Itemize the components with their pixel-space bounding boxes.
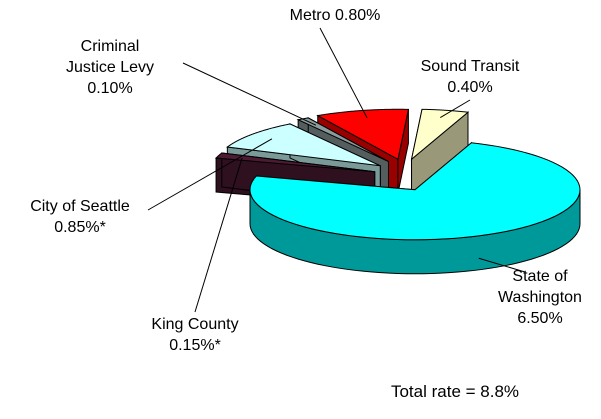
category-name: Criminal Justice Levy (65, 38, 155, 76)
slice-label: Sound Transit 0.40% (395, 56, 545, 98)
leader-line (182, 62, 317, 126)
slice-label: King County 0.15%* (140, 314, 250, 356)
slice-top (316, 108, 410, 161)
slice-label: Criminal Justice Levy 0.10% (60, 36, 160, 99)
leader-line (319, 27, 368, 119)
slice-top (214, 152, 375, 173)
value-label: 0.85%* (54, 219, 106, 236)
category-name: City of Seattle (30, 198, 130, 215)
category-name: State of Washington (498, 268, 582, 306)
value-label: 6.50% (517, 310, 563, 327)
category-name: Sound Transit (420, 58, 520, 75)
value-label: 0.40% (447, 79, 493, 96)
category-name: Metro (289, 7, 331, 24)
leader-line (478, 257, 526, 273)
value-label: 0.80% (334, 7, 381, 24)
slice-top (410, 108, 470, 161)
leader-line (440, 99, 471, 119)
slice-top (226, 123, 381, 167)
leader-line (147, 138, 273, 211)
total-annotation: Total rate = 8.8% (390, 382, 520, 401)
slice (249, 141, 581, 275)
value-label: 0.10% (87, 80, 133, 97)
value-label: 0.15%* (169, 337, 221, 354)
category-name: King County (151, 316, 239, 333)
slice-label: City of Seattle 0.85%* (5, 196, 155, 238)
slice-label: Metro 0.80% (260, 5, 410, 26)
leader-line (194, 157, 243, 313)
slice (410, 108, 470, 195)
slice-top (249, 142, 581, 241)
slice-label: State of Washington 6.50% (485, 266, 595, 329)
